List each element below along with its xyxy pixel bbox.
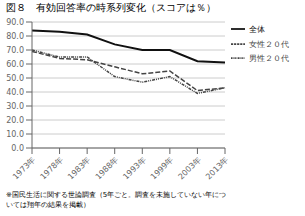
svg-text:50.0: 50.0: [8, 74, 24, 83]
svg-text:40.0: 40.0: [8, 88, 24, 97]
svg-text:2003年: 2003年: [176, 155, 202, 181]
svg-text:60.0: 60.0: [8, 60, 24, 69]
svg-text:10.0: 10.0: [8, 130, 24, 139]
svg-text:90.0: 90.0: [8, 18, 24, 27]
svg-text:1983年: 1983年: [66, 155, 92, 181]
html-text:※国民生活に関する世論調査（5年ごと。調査を未施していない年: ※国民生活に関する世論調査（5年ごと。調査を未施していない年につ: [6, 191, 227, 199]
svg-text:1999年: 1999年: [149, 155, 175, 181]
svg-text:30.0: 30.0: [8, 102, 24, 111]
html-text:男性２０代: 男性２０代: [249, 53, 289, 63]
svg-text:20.0: 20.0: [8, 116, 24, 125]
html-text:いては翔年の結果を掲載）: いては翔年の結果を掲載）: [6, 201, 90, 209]
svg-text:1993年: 1993年: [121, 155, 147, 181]
svg-text:1973年: 1973年: [11, 155, 37, 181]
html-text:全体: 全体: [249, 24, 265, 34]
svg-text:1978年: 1978年: [39, 155, 65, 181]
svg-text:70.0: 70.0: [8, 46, 24, 55]
svg-text:1988年: 1988年: [94, 155, 120, 181]
html-text:女性２０代: 女性２０代: [249, 39, 289, 48]
svg-text:0.0: 0.0: [11, 144, 24, 153]
svg-text:80.0: 80.0: [8, 32, 24, 41]
html-text:図８ 有効回答率の時系列変化（スコアは％）: 図８ 有効回答率の時系列変化（スコアは％）: [6, 2, 216, 13]
svg-text:2013年: 2013年: [204, 155, 230, 181]
